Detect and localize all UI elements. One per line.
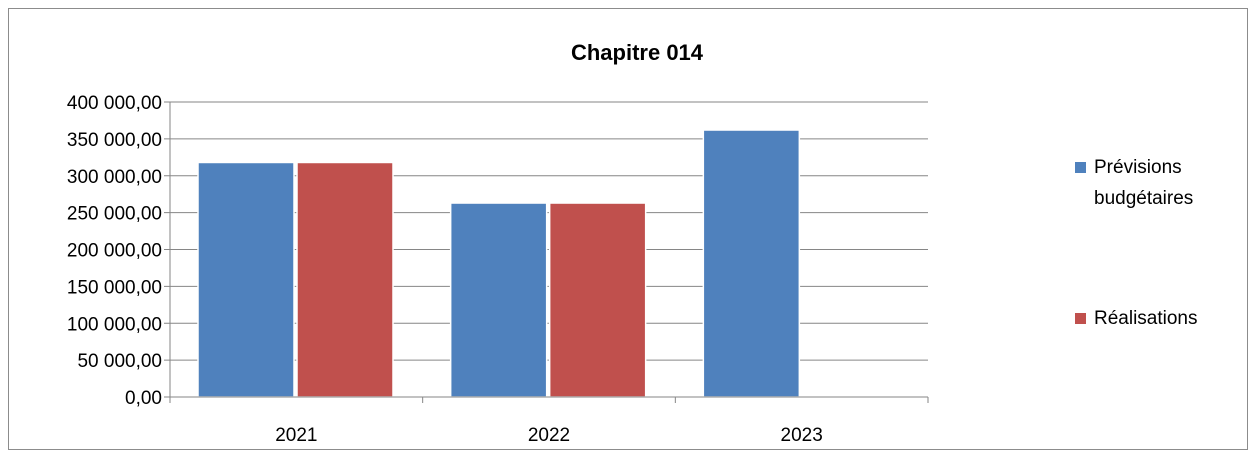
bar [296, 161, 394, 398]
y-tick-label: 350 000,00 [67, 130, 162, 151]
axes [164, 102, 929, 403]
legend-label: Prévisions [1094, 157, 1182, 178]
x-tick-label: 2023 [781, 425, 823, 446]
legend-label: Réalisations [1094, 308, 1198, 329]
y-tick-label: 200 000,00 [67, 241, 162, 262]
x-tick-labels: 2021 2022 2023 [275, 425, 823, 446]
y-tick-label: 150 000,00 [67, 277, 162, 298]
bars [197, 129, 801, 398]
y-tick-label: 300 000,00 [67, 167, 162, 188]
legend: Prévisions budgétaires Réalisations [1075, 157, 1198, 329]
y-tick-label: 100 000,00 [67, 314, 162, 335]
y-tick-label: 400 000,00 [67, 93, 162, 114]
x-tick-label: 2021 [275, 425, 317, 446]
bar [449, 202, 548, 398]
bar [702, 129, 801, 398]
x-tick-label: 2022 [528, 425, 570, 446]
legend-label: budgétaires [1094, 188, 1193, 209]
chart-title: Chapitre 014 [571, 40, 704, 65]
legend-swatch [1075, 313, 1086, 324]
y-tick-label: 250 000,00 [67, 204, 162, 225]
bar [548, 202, 647, 398]
y-tick-labels: 0,00 50 000,00 100 000,00 150 000,00 200 000… [67, 93, 162, 409]
y-tick-label: 0,00 [125, 388, 162, 409]
y-tick-label: 50 000,00 [77, 351, 162, 372]
legend-swatch [1075, 162, 1086, 173]
bar [197, 161, 295, 398]
